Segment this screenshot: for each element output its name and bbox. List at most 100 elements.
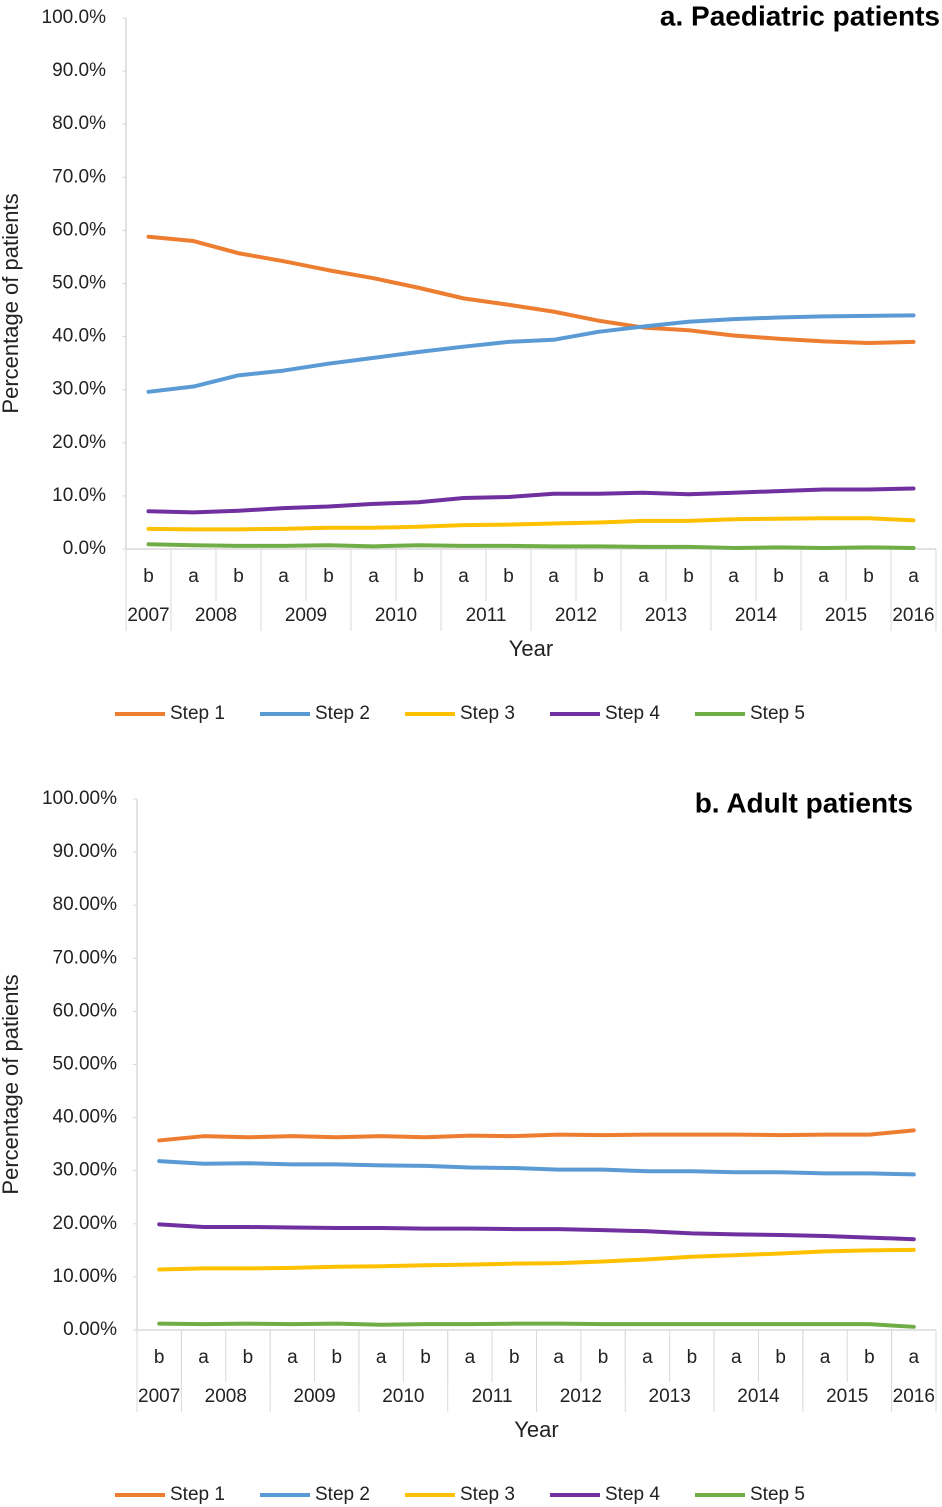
x-group-label: 2016 <box>892 605 934 626</box>
y-tick-label: 0.0% <box>63 538 106 559</box>
y-tick-label: 50.0% <box>52 273 106 294</box>
legend-label: Step 4 <box>605 1484 660 1505</box>
x-tick-label: b <box>773 566 784 587</box>
legend-label: Step 2 <box>315 703 370 724</box>
y-tick-label: 20.00% <box>53 1213 118 1234</box>
x-group-label: 2009 <box>293 1386 335 1407</box>
legend-label: Step 5 <box>750 1484 805 1505</box>
y-tick-label: 10.00% <box>53 1266 118 1287</box>
series-line <box>157 1222 916 1242</box>
legend-label: Step 3 <box>460 1484 515 1505</box>
x-tick-label: a <box>548 566 559 587</box>
x-axis-label: Year <box>509 636 553 661</box>
x-group-label: 2015 <box>825 605 867 626</box>
legend-label: Step 4 <box>605 703 660 724</box>
x-group-label: 2008 <box>205 1386 247 1407</box>
x-tick-label: b <box>503 566 514 587</box>
x-tick-label: a <box>642 1347 653 1368</box>
y-axis-label: Percentage of patients <box>0 193 23 413</box>
y-axis-label: Percentage of patients <box>0 974 23 1194</box>
y-tick-label: 60.0% <box>52 219 106 240</box>
x-tick-label: b <box>687 1347 698 1368</box>
x-tick-label: a <box>458 566 469 587</box>
x-tick-label: b <box>413 566 424 587</box>
x-tick-label: a <box>368 566 379 587</box>
y-tick-label: 70.0% <box>52 166 106 187</box>
x-tick-label: b <box>863 566 874 587</box>
x-tick-label: b <box>593 566 604 587</box>
y-tick-label: 100.0% <box>42 7 107 28</box>
y-tick-label: 80.0% <box>52 113 106 134</box>
x-group-label: 2014 <box>735 605 778 626</box>
x-group-label: 2011 <box>466 605 507 626</box>
x-tick-label: b <box>154 1347 165 1368</box>
x-group-label: 2012 <box>560 1386 602 1407</box>
x-tick-label: a <box>820 1347 831 1368</box>
x-tick-label: a <box>909 1347 920 1368</box>
x-tick-label: b <box>233 566 244 587</box>
series-line <box>146 542 916 550</box>
x-group-label: 2013 <box>649 1386 691 1407</box>
x-tick-label: a <box>908 566 919 587</box>
y-tick-label: 30.0% <box>52 379 106 400</box>
x-tick-label: a <box>198 1347 209 1368</box>
x-tick-label: a <box>728 566 739 587</box>
series-line <box>157 1321 916 1329</box>
x-tick-label: a <box>287 1347 298 1368</box>
y-tick-label: 80.00% <box>53 894 118 915</box>
y-tick-label: 40.0% <box>52 326 106 347</box>
x-group-label: 2016 <box>893 1386 935 1407</box>
y-tick-label: 90.00% <box>53 841 118 862</box>
x-axis-label: Year <box>514 1417 558 1442</box>
series-line <box>157 1159 916 1177</box>
x-group-label: 2012 <box>555 605 597 626</box>
y-tick-label: 0.00% <box>63 1319 117 1340</box>
legend-label: Step 2 <box>315 1484 370 1505</box>
x-group-label: 2010 <box>382 1386 424 1407</box>
chart-title: a. Paediatric patients <box>660 0 940 31</box>
series-line <box>146 486 916 515</box>
y-tick-label: 100.00% <box>42 788 117 809</box>
y-tick-label: 60.00% <box>53 1000 118 1021</box>
series-line <box>146 313 916 394</box>
x-tick-label: b <box>864 1347 875 1368</box>
x-tick-label: b <box>420 1347 431 1368</box>
chart-title: b. Adult patients <box>695 787 913 818</box>
x-group-label: 2007 <box>138 1386 180 1407</box>
x-tick-label: a <box>188 566 199 587</box>
series-line <box>146 516 916 532</box>
x-group-label: 2015 <box>826 1386 868 1407</box>
x-tick-label: a <box>278 566 289 587</box>
x-tick-label: a <box>553 1347 564 1368</box>
x-tick-label: b <box>331 1347 342 1368</box>
x-tick-label: b <box>509 1347 520 1368</box>
legend-label: Step 3 <box>460 703 515 724</box>
series-line <box>157 1128 916 1143</box>
y-tick-label: 30.00% <box>53 1160 118 1181</box>
x-tick-label: b <box>323 566 334 587</box>
x-tick-label: b <box>243 1347 254 1368</box>
x-tick-label: b <box>143 566 154 587</box>
legend-label: Step 5 <box>750 703 805 724</box>
x-group-label: 2013 <box>645 605 687 626</box>
x-group-label: 2009 <box>285 605 327 626</box>
y-tick-label: 50.00% <box>53 1054 118 1075</box>
series-line <box>157 1247 916 1272</box>
x-tick-label: a <box>731 1347 742 1368</box>
y-tick-label: 70.00% <box>53 947 118 968</box>
legend-label: Step 1 <box>170 703 225 724</box>
x-tick-label: a <box>818 566 829 587</box>
x-tick-label: b <box>683 566 694 587</box>
x-tick-label: b <box>598 1347 609 1368</box>
x-group-label: 2007 <box>127 605 169 626</box>
y-tick-label: 40.00% <box>53 1107 118 1128</box>
x-tick-label: b <box>775 1347 786 1368</box>
x-tick-label: a <box>376 1347 387 1368</box>
y-tick-label: 10.0% <box>52 485 106 506</box>
legend-label: Step 1 <box>170 1484 225 1505</box>
x-group-label: 2014 <box>737 1386 780 1407</box>
x-tick-label: a <box>465 1347 476 1368</box>
x-group-label: 2011 <box>472 1386 513 1407</box>
x-group-label: 2010 <box>375 605 417 626</box>
